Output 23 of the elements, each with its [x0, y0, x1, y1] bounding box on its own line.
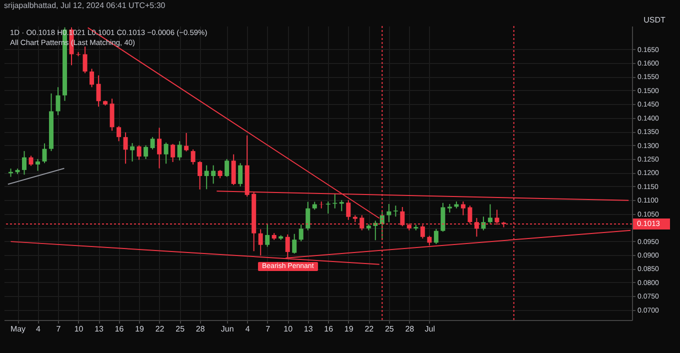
x-tick-label: 7 [56, 324, 62, 334]
x-tick-label: 22 [155, 324, 165, 334]
text: srijapalbhattad, Jul 12, 2024 06:41 UTC+5:30 [3, 0, 166, 12]
x-tick-label: Jul [424, 324, 436, 334]
x-tick-label: May [10, 324, 26, 334]
y-axis-title: USDT [644, 16, 666, 24]
x-tick-label: 25 [176, 324, 186, 334]
x-tick-label: 28 [196, 324, 206, 334]
x-tick-label: 28 [405, 324, 415, 334]
x-tick-label: 4 [36, 324, 42, 334]
x-tick-label: 16 [324, 324, 334, 334]
x-tick-label: 13 [304, 324, 314, 334]
x-tick-label: Jun [220, 324, 234, 334]
x-tick-label: 13 [94, 324, 104, 334]
x-tick-label: 19 [344, 324, 354, 334]
x-tick-label: 19 [135, 324, 145, 334]
x-tick-label: 22 [364, 324, 374, 334]
x-tick-label: 4 [245, 324, 250, 334]
x-tick-label: 25 [384, 324, 394, 334]
x-tick-label: 10 [284, 324, 294, 334]
x-tick-label: 16 [114, 324, 124, 334]
x-tick-label: 10 [74, 324, 84, 334]
x-tick-label: 7 [266, 324, 271, 334]
